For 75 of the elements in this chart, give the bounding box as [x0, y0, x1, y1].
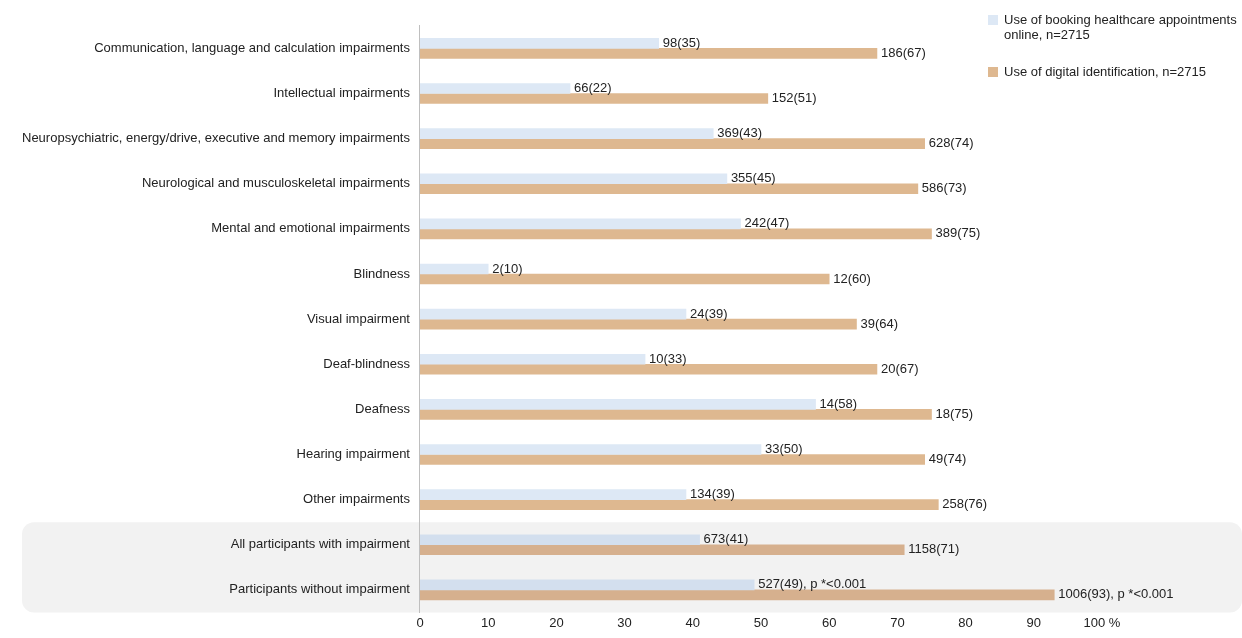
- data-label: 673(41): [703, 531, 749, 547]
- bar: [419, 399, 816, 410]
- legend-label: Use of booking healthcare appointments online, n=2715: [1004, 12, 1238, 42]
- bar: [419, 544, 905, 556]
- x-tick-label: 90: [1026, 614, 1042, 630]
- data-label: 152(51): [771, 90, 817, 106]
- data-label: 98(35): [662, 34, 701, 50]
- data-label: 389(75): [935, 225, 981, 241]
- y-tick-label: Blindness: [353, 265, 411, 281]
- y-tick-label: Intellectual impairments: [273, 85, 411, 101]
- bar: [419, 499, 939, 510]
- bar: [419, 353, 646, 365]
- bar: [419, 263, 489, 275]
- y-tick-label: All participants with impairment: [230, 536, 411, 552]
- bar: [419, 489, 687, 500]
- data-label: 258(76): [942, 496, 988, 512]
- bar: [419, 83, 571, 94]
- bar: [419, 409, 932, 420]
- data-label: 20(67): [880, 360, 919, 376]
- bar: [419, 218, 741, 230]
- data-label: 242(47): [744, 215, 790, 231]
- y-tick-label: Other impairments: [303, 491, 411, 507]
- bar: [419, 589, 1055, 601]
- bar: [419, 534, 700, 546]
- data-label: 33(50): [764, 441, 803, 457]
- data-label: 355(45): [730, 170, 776, 186]
- data-label: 10(33): [649, 350, 687, 366]
- x-tick-label: 100 %: [1083, 614, 1121, 630]
- x-tick-label: 10: [480, 614, 496, 630]
- bar: [419, 454, 926, 465]
- data-label: 628(74): [928, 135, 974, 151]
- bar: [419, 579, 755, 591]
- data-label: 186(67): [880, 44, 926, 60]
- x-tick-label: 40: [685, 614, 701, 630]
- data-label: 1158(71): [908, 541, 960, 557]
- data-label: 39(64): [860, 315, 899, 331]
- data-label: 1006(93), p *<0.001: [1058, 586, 1174, 602]
- bar: [419, 183, 919, 195]
- y-tick-label: Neurological and musculoskeletal impairments: [141, 175, 411, 191]
- data-label: 369(43): [717, 125, 763, 141]
- bar: [419, 444, 762, 455]
- x-tick-label: 80: [958, 614, 973, 630]
- y-tick-label: Hearing impairment: [296, 446, 411, 462]
- x-tick-label: 20: [549, 614, 564, 630]
- y-tick-label: Communication, language and calculation impairments: [94, 39, 411, 55]
- bar: [419, 93, 769, 104]
- bar: [419, 138, 926, 149]
- y-tick-label: Mental and emotional impairments: [211, 220, 411, 236]
- y-tick-label: Neuropsychiatric, energy/drive, executive and memory impairments: [21, 130, 411, 146]
- data-label: 527(49), p *<0.001: [758, 576, 867, 592]
- bar: [419, 173, 728, 185]
- y-tick-label: Deafness: [355, 400, 411, 416]
- x-tick-label: 0: [416, 614, 424, 630]
- x-tick-label: 30: [617, 614, 632, 630]
- data-label: 24(39): [689, 305, 728, 321]
- data-label: 18(75): [935, 405, 974, 421]
- legend-label: Use of digital identification, n=2715: [1004, 64, 1206, 79]
- y-tick-label: Participants without impairment: [229, 581, 411, 597]
- data-label: 12(60): [833, 270, 871, 286]
- bar: [419, 48, 878, 59]
- x-tick-label: 50: [753, 614, 769, 630]
- data-label: 134(39): [689, 486, 735, 502]
- bar: [419, 308, 687, 320]
- y-tick-label: Visual impairment: [306, 310, 411, 326]
- bar: [419, 228, 932, 240]
- data-label: 14(58): [819, 395, 858, 411]
- data-label: 49(74): [928, 451, 967, 467]
- bar: [419, 38, 660, 49]
- data-label: 66(22): [574, 80, 612, 96]
- x-tick-label: 70: [890, 614, 905, 630]
- bar: [419, 128, 714, 139]
- data-label: 586(73): [921, 180, 967, 196]
- x-tick-label: 60: [821, 614, 837, 630]
- data-label: 2(10): [492, 260, 523, 276]
- y-tick-label: Deaf-blindness: [323, 355, 411, 371]
